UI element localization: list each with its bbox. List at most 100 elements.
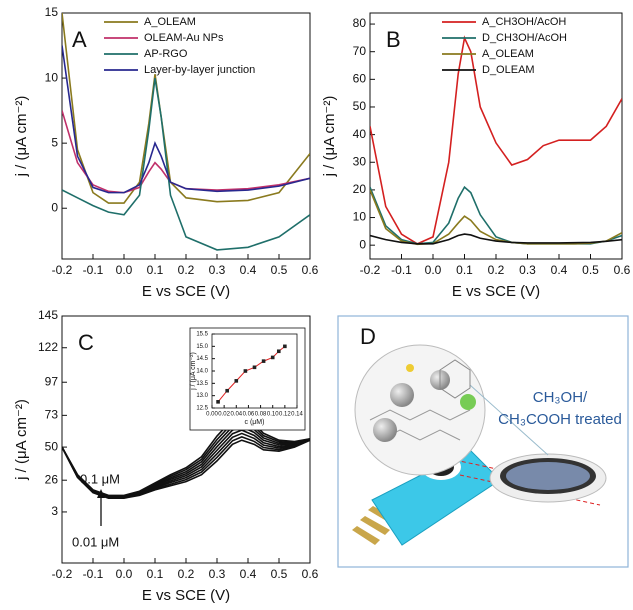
y-tick-label: 122: [38, 340, 58, 354]
line: [62, 415, 310, 497]
y-axis-label: j / (μA cm⁻²): [13, 399, 30, 481]
y-axis-label: j / (μA cm⁻²): [190, 352, 197, 391]
ring: [439, 359, 471, 399]
x-tick-label: 0.0: [425, 263, 442, 277]
y-tick-label: 20: [353, 182, 367, 196]
marker: [243, 369, 248, 373]
y-tick-label: 97: [45, 374, 59, 388]
marker: [283, 344, 287, 349]
x-tick-label: 0.2: [178, 567, 195, 581]
x-tick-label: -0.2: [52, 567, 73, 581]
x-tick-label: -0.2: [360, 263, 381, 277]
chart: -0.2 -0.1 0.0 0.1 0.2 0.3 0.4 0.5 0.6 3 26 50 73 97 12…: [13, 308, 319, 604]
y-tick-label: 0: [359, 237, 366, 251]
y-tick-label: 10: [353, 210, 367, 224]
panel-label: C: [78, 330, 94, 355]
y-tick-label: 60: [353, 72, 367, 86]
chart: -0.2 -0.1 0.0 0.1 0.2 0.3 0.4 0.5 0.6 0 10 20 30 40 50…: [321, 12, 631, 300]
x-tick-label: 0.3: [209, 567, 226, 581]
legend-label: Layer-by-layer junction: [144, 64, 255, 76]
y-tick-label: 26: [45, 472, 59, 486]
y-tick-label: 50: [45, 439, 59, 453]
y-axis-label: j / (μA cm⁻²): [321, 96, 338, 178]
x-tick-label: 0.2: [488, 263, 505, 277]
x-tick-label: 0.0: [116, 263, 133, 277]
annotation: CH₃COOH treated: [498, 411, 622, 428]
y-tick-label: 3: [51, 504, 58, 518]
x-tick-label: -0.1: [83, 263, 104, 277]
panel-label: A: [72, 27, 87, 52]
legend-label: OLEAM-Au NPs: [144, 32, 224, 44]
magnifier-line: [469, 384, 549, 456]
x-tick-label: 0.02: [218, 412, 230, 418]
line: [62, 13, 310, 204]
x-tick-label: -0.2: [52, 263, 73, 277]
legend-label: AP-RGO: [144, 48, 188, 60]
x-axis-label: E vs SCE (V): [452, 283, 540, 300]
line: [370, 233, 622, 245]
nanoparticles: [506, 462, 590, 490]
x-tick-label: -0.1: [391, 263, 412, 277]
line: [62, 45, 310, 194]
y-tick-label: 10: [45, 70, 59, 84]
x-tick-label: 0.6: [302, 567, 319, 581]
x-tick-label: 0.5: [271, 567, 288, 581]
y-tick-label: 80: [353, 16, 367, 30]
x-tick-label: 0.4: [551, 263, 568, 277]
y-tick-label: 13.5: [196, 381, 208, 387]
atom: [406, 364, 414, 372]
legend-label: D_OLEAM: [482, 64, 535, 76]
y-tick-label: 14.5: [196, 356, 208, 362]
y-tick-label: 73: [45, 408, 59, 422]
y-tick-label: 15: [45, 5, 59, 19]
atom: [390, 383, 414, 407]
y-tick-label: 70: [353, 44, 367, 58]
y-tick-label: 12.5: [196, 406, 208, 412]
annotation: 0.1 μM: [80, 471, 120, 486]
x-tick-label: 0.6: [302, 263, 319, 277]
pin: [360, 516, 390, 535]
x-tick-label: 0.2: [178, 263, 195, 277]
x-tick-label: 0.06: [243, 412, 255, 418]
legend-label: A_CH3OH/AcOH: [482, 16, 566, 28]
y-tick-label: 14.0: [196, 369, 208, 375]
x-axis-label: E vs SCE (V): [142, 283, 230, 300]
x-tick-label: 0.5: [582, 263, 599, 277]
y-tick-label: 15.0: [196, 344, 208, 350]
x-axis-label: E vs SCE (V): [142, 587, 230, 604]
x-tick-label: 0.3: [519, 263, 536, 277]
x-tick-label: 0.00: [206, 412, 218, 418]
legend-label: D_CH3OH/AcOH: [482, 32, 567, 44]
x-tick-label: 0.12: [279, 412, 291, 418]
panel-label: D: [360, 324, 376, 349]
x-tick-label: 0.0: [116, 567, 133, 581]
x-tick-label: 0.6: [614, 263, 631, 277]
x-tick-label: 0.1: [456, 263, 473, 277]
y-tick-label: 145: [38, 308, 58, 322]
x-axis-label: c (μM): [245, 419, 265, 426]
x-tick-label: 0.04: [230, 412, 242, 418]
magnifier: [354, 344, 486, 476]
y-tick-label: 5: [51, 135, 58, 149]
y-axis-label: j / (μA cm⁻²): [13, 96, 30, 178]
panel-label: B: [386, 27, 401, 52]
line: [62, 110, 310, 194]
x-tick-label: 0.08: [255, 412, 267, 418]
illustration: D CH₃OH/ CH₃COOH treated: [337, 315, 629, 568]
x-tick-label: 0.5: [271, 263, 288, 277]
line: [62, 77, 310, 251]
chart: -0.2 -0.1 0.0 0.1 0.2 0.3 0.4 0.5 0.6 0 5 10 15 E vs …: [13, 5, 319, 300]
legend-label: A_OLEAM: [482, 48, 534, 60]
marker: [225, 388, 229, 393]
x-tick-label: 0.4: [240, 263, 257, 277]
annotation: 0.01 μM: [72, 534, 119, 549]
y-tick-label: 15.5: [196, 332, 208, 338]
annotation: CH₃OH/: [533, 389, 588, 406]
chart: 0.00 0.02 0.04 0.06 0.08 0.10 0.12 0.14 12.5 13.0…: [189, 327, 306, 431]
y-tick-label: 30: [353, 154, 367, 168]
marker: [270, 355, 275, 360]
y-tick-label: 13.0: [196, 393, 208, 399]
marker: [234, 379, 239, 383]
